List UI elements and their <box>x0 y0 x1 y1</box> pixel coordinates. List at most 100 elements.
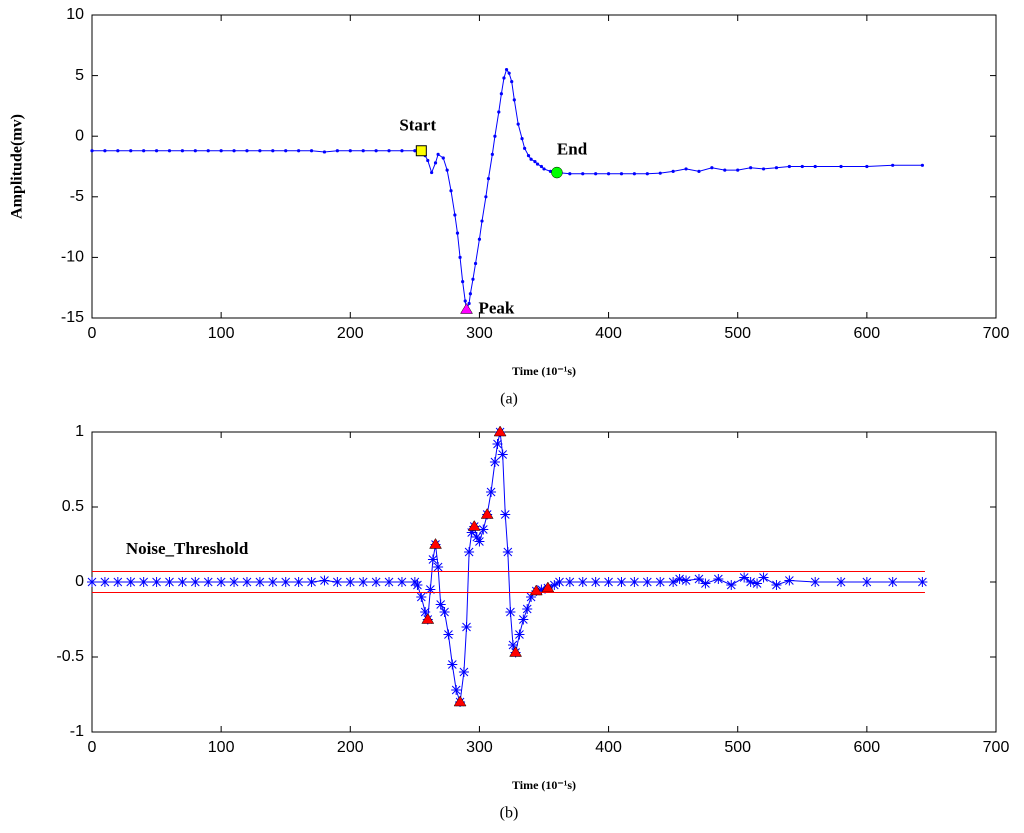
marker <box>445 168 449 172</box>
x-tick-label: 300 <box>466 739 493 756</box>
data-point <box>508 640 519 650</box>
data-point <box>920 163 924 167</box>
marker <box>861 577 872 587</box>
data-point <box>433 161 438 165</box>
data-point <box>674 574 685 584</box>
marker <box>813 164 817 169</box>
marker <box>416 592 427 602</box>
marker <box>542 167 546 171</box>
data-point <box>645 172 649 176</box>
data-point <box>502 547 513 557</box>
data-point <box>839 164 843 169</box>
marker <box>387 149 391 153</box>
data-point <box>412 580 423 590</box>
marker <box>681 575 692 586</box>
data-point <box>421 613 435 624</box>
data-point <box>167 149 172 153</box>
marker <box>917 577 928 587</box>
marker <box>293 577 304 587</box>
data-point <box>697 169 701 173</box>
data-point <box>480 219 484 223</box>
marker <box>177 577 188 587</box>
data-point <box>542 167 546 171</box>
marker <box>112 577 123 587</box>
x-tick-label: 700 <box>983 325 1010 342</box>
caption: (a) <box>500 391 518 408</box>
marker <box>413 149 417 153</box>
marker <box>726 580 737 590</box>
data-point <box>116 149 120 153</box>
data-point <box>467 301 471 306</box>
marker <box>449 189 453 193</box>
marker <box>180 149 184 153</box>
marker <box>603 577 614 587</box>
data-point <box>642 577 653 587</box>
marker <box>453 695 467 707</box>
x-tick-label: 0 <box>88 325 97 342</box>
marker <box>484 195 488 199</box>
marker <box>510 80 514 84</box>
y-tick-label: -5 <box>70 188 84 205</box>
y-tick-label: -10 <box>61 249 84 266</box>
data-point <box>590 577 601 587</box>
marker <box>142 149 146 153</box>
marker <box>554 577 565 587</box>
marker <box>451 685 462 695</box>
marker <box>348 149 352 153</box>
marker <box>309 149 314 153</box>
marker <box>280 577 291 587</box>
annotation: Start <box>399 116 436 135</box>
data-point <box>416 592 427 602</box>
data-point <box>254 577 265 587</box>
marker <box>87 577 97 587</box>
marker <box>471 532 482 542</box>
marker <box>461 280 465 284</box>
data-point <box>455 231 460 235</box>
data-point <box>713 574 724 584</box>
marker <box>458 667 469 677</box>
data-point <box>151 577 162 587</box>
marker <box>467 301 471 306</box>
data-point <box>458 667 469 677</box>
data-point <box>800 164 804 169</box>
marker <box>493 425 507 437</box>
marker <box>658 171 662 175</box>
data-point <box>232 149 236 153</box>
data-point <box>293 577 304 587</box>
marker <box>203 577 214 587</box>
data-point <box>129 149 133 153</box>
data-point <box>420 607 431 617</box>
marker <box>480 219 484 223</box>
data-point <box>441 156 445 160</box>
data-point <box>480 508 494 519</box>
marker <box>447 659 458 670</box>
x-tick-label: 400 <box>595 739 622 756</box>
data-point <box>449 189 453 193</box>
annotation: Peak <box>479 298 515 317</box>
data-point <box>917 577 928 587</box>
data-point <box>497 449 508 460</box>
y-tick-label: 1 <box>75 423 84 440</box>
data-point <box>463 299 467 303</box>
marker <box>581 172 585 176</box>
marker <box>761 167 766 171</box>
data-point <box>103 149 107 153</box>
marker <box>606 172 611 176</box>
data-point <box>581 172 585 176</box>
y-axis-label: Amplitude(mv) <box>9 114 26 219</box>
data-point <box>700 578 711 589</box>
y-tick-label: 5 <box>75 67 84 84</box>
data-point <box>523 146 527 150</box>
data-point <box>536 584 547 595</box>
data-point <box>606 172 611 176</box>
marker <box>752 578 763 589</box>
marker <box>420 607 431 617</box>
marker <box>489 457 500 467</box>
data-point <box>322 150 327 154</box>
y-tick-label: 0.5 <box>62 498 84 515</box>
data-point <box>361 149 365 153</box>
data-point <box>504 67 509 72</box>
data-point <box>493 134 497 138</box>
marker <box>436 152 440 156</box>
data-point <box>453 213 457 217</box>
